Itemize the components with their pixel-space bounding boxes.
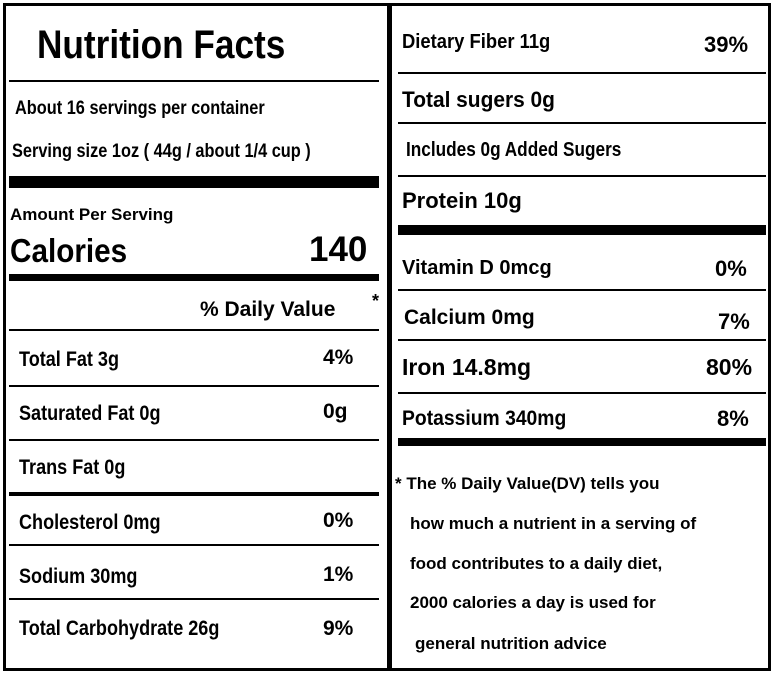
nutrient-dv-vitamin-d: 0% xyxy=(715,256,747,281)
divider xyxy=(398,392,766,394)
thick-divider xyxy=(398,438,766,446)
divider xyxy=(9,492,379,496)
footnote-line: * The % Daily Value(DV) tells you xyxy=(395,474,660,493)
serving-size: Serving size 1oz ( 44g / about 1/4 cup ) xyxy=(12,141,311,162)
column-divider xyxy=(387,6,392,668)
nutrient-label-cholesterol: Cholesterol 0mg xyxy=(19,511,161,534)
nutrient-label-dietary-fiber: Dietary Fiber 11g xyxy=(402,31,551,53)
daily-value-header: % Daily Value xyxy=(200,298,336,321)
nutrient-label-total-fat: Total Fat 3g xyxy=(19,348,120,371)
divider xyxy=(398,289,766,291)
divider xyxy=(9,439,379,441)
divider xyxy=(398,175,766,177)
nutrient-dv-iron: 80% xyxy=(706,354,753,380)
nutrient-label-protein: Protein 10g xyxy=(402,188,522,213)
calories-label: Calories xyxy=(10,232,128,269)
nutrient-dv-calcium: 7% xyxy=(718,309,750,334)
nutrient-label-sodium: Sodium 30mg xyxy=(19,565,138,588)
nutrient-label-added-sugars: Includes 0g Added Sugers xyxy=(406,139,622,161)
divider xyxy=(9,80,379,82)
thick-divider xyxy=(9,274,379,281)
divider xyxy=(398,339,766,341)
nutrient-dv-saturated-fat: 0g xyxy=(323,400,348,423)
servings-per-container: About 16 servings per container xyxy=(15,98,265,119)
thick-divider xyxy=(9,176,379,188)
nutrient-dv-cholesterol: 0% xyxy=(323,509,354,532)
divider xyxy=(9,329,379,331)
nutrient-dv-total-fat: 4% xyxy=(323,346,354,369)
label-title: Nutrition Facts xyxy=(37,23,286,67)
daily-value-asterisk: * xyxy=(372,291,380,311)
nutrient-label-total-sugars: Total sugers 0g xyxy=(402,87,555,112)
footnote-line: how much a nutrient in a serving of xyxy=(410,514,697,533)
footnote-line: general nutrition advice xyxy=(415,634,607,653)
nutrient-label-trans-fat: Trans Fat 0g xyxy=(19,456,126,479)
amount-per-serving: Amount Per Serving xyxy=(10,205,174,224)
nutrient-label-iron: Iron 14.8mg xyxy=(402,354,532,380)
nutrient-label-vitamin-d: Vitamin D 0mcg xyxy=(402,257,552,279)
thick-divider xyxy=(398,225,766,235)
nutrient-label-calcium: Calcium 0mg xyxy=(404,306,535,329)
nutrient-dv-potassium: 8% xyxy=(717,406,749,431)
nutrition-label: Nutrition Facts About 16 servings per co… xyxy=(3,3,771,671)
calories-value: 140 xyxy=(309,230,368,269)
footnote-line: 2000 calories a day is used for xyxy=(410,593,656,612)
divider xyxy=(398,72,766,74)
nutrient-label-potassium: Potassium 340mg xyxy=(402,407,567,430)
footnote-line: food contributes to a daily diet, xyxy=(410,554,663,573)
nutrient-label-total-carbohydrate: Total Carbohydrate 26g xyxy=(19,617,220,640)
nutrient-dv-total-carbohydrate: 9% xyxy=(323,617,354,640)
nutrient-dv-dietary-fiber: 39% xyxy=(704,32,749,57)
nutrient-label-saturated-fat: Saturated Fat 0g xyxy=(19,402,161,425)
divider xyxy=(398,122,766,124)
nutrient-dv-sodium: 1% xyxy=(323,563,354,586)
divider xyxy=(9,598,379,600)
divider xyxy=(9,385,379,387)
divider xyxy=(9,544,379,546)
